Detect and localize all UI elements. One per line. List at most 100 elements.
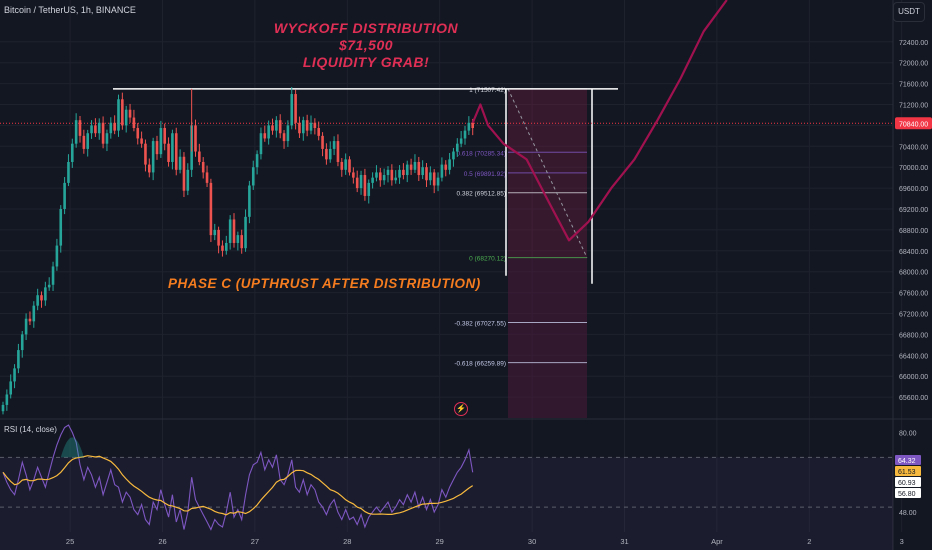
rsi-value-label: 60.93 bbox=[898, 480, 916, 487]
phase-annotation: PHASE C (UPTHRUST AFTER DISTRIBUTION) bbox=[168, 276, 481, 291]
candle-body bbox=[128, 109, 132, 118]
candle-body bbox=[340, 161, 344, 170]
candle-body bbox=[63, 182, 66, 209]
price-tick-label: 70000.00 bbox=[899, 165, 928, 172]
candle-body bbox=[90, 125, 93, 134]
candle-body bbox=[236, 235, 240, 243]
candle-body bbox=[267, 125, 270, 139]
candle-body bbox=[140, 138, 143, 144]
candle-body bbox=[355, 177, 359, 189]
price-tick-label: 70400.00 bbox=[899, 144, 928, 151]
rsi-value-label: 56.80 bbox=[898, 491, 916, 498]
candle-body bbox=[290, 94, 294, 126]
candle-body bbox=[198, 151, 201, 162]
rsi-value-badge bbox=[895, 466, 921, 476]
time-tick-label: 26 bbox=[158, 537, 166, 546]
candle-body bbox=[432, 172, 436, 186]
candle-body bbox=[359, 175, 363, 189]
bolt-icon[interactable]: ⚡ bbox=[454, 402, 468, 416]
fib-level-label: -0.618 (66259.89) bbox=[454, 361, 506, 368]
candle-body bbox=[101, 122, 105, 144]
candle-body bbox=[105, 133, 109, 144]
candle-body bbox=[244, 216, 247, 249]
candle-body bbox=[71, 143, 74, 162]
annotation-line: WYCKOFF DISTRIBUTION bbox=[273, 20, 459, 36]
price-tick-label: 68400.00 bbox=[899, 249, 928, 256]
rsi-value-label: 64.32 bbox=[898, 458, 916, 465]
price-tick-label: 65600.00 bbox=[899, 395, 928, 402]
candle-body bbox=[51, 266, 55, 285]
candle-body bbox=[67, 161, 70, 183]
candle-body bbox=[40, 295, 43, 301]
price-tick-label: 69200.00 bbox=[899, 207, 928, 214]
candle-body bbox=[325, 148, 328, 160]
candle-body bbox=[467, 122, 471, 131]
candle-body bbox=[352, 172, 355, 178]
currency-button[interactable]: USDT bbox=[893, 2, 925, 22]
rsi-value-badge bbox=[895, 455, 921, 465]
current-price-label: 70840.00 bbox=[899, 121, 928, 128]
fib-level-label: 0.382 (69512.85) bbox=[456, 191, 506, 198]
candle-body bbox=[109, 122, 113, 134]
candle-body bbox=[456, 143, 459, 152]
candle-body bbox=[282, 133, 286, 142]
candle-body bbox=[117, 99, 120, 131]
rsi-title: RSI (14, close) bbox=[4, 425, 57, 434]
candle-body bbox=[278, 120, 282, 134]
price-tick-label: 66800.00 bbox=[899, 332, 928, 339]
candle-body bbox=[459, 138, 463, 144]
candle-body bbox=[263, 133, 267, 139]
candle-body bbox=[429, 172, 432, 181]
fib-level-label: -0.382 (67027.55) bbox=[454, 321, 506, 328]
candle-body bbox=[371, 177, 374, 183]
candle-body bbox=[113, 122, 116, 131]
candle-body bbox=[363, 175, 367, 196]
price-tick-label: 68000.00 bbox=[899, 270, 928, 277]
candle-body bbox=[309, 122, 313, 131]
candle-body bbox=[78, 120, 82, 136]
candle-body bbox=[148, 164, 151, 173]
candle-body bbox=[305, 120, 309, 131]
rsi-value-badge bbox=[895, 488, 921, 498]
candle-body bbox=[36, 295, 39, 306]
price-tick-label: 72000.00 bbox=[899, 61, 928, 68]
candle-body bbox=[74, 120, 78, 144]
candle-body bbox=[367, 182, 371, 196]
candle-body bbox=[151, 141, 155, 173]
price-tick-label: 67600.00 bbox=[899, 291, 928, 298]
candle-body bbox=[124, 109, 128, 126]
candle-body bbox=[1, 404, 5, 412]
candle-body bbox=[421, 167, 424, 176]
fib-trend-line bbox=[507, 88, 588, 258]
price-tick-label: 69600.00 bbox=[899, 186, 928, 193]
candle-body bbox=[94, 125, 97, 134]
candle-body bbox=[205, 172, 209, 183]
candle-body bbox=[275, 120, 278, 131]
candle-body bbox=[375, 172, 378, 178]
rsi-band-zone bbox=[0, 457, 893, 550]
rsi-ma-line bbox=[2, 455, 474, 516]
candle-body bbox=[232, 219, 236, 243]
fib-level-label: 0.618 (70285.34) bbox=[456, 150, 506, 157]
candle-body bbox=[59, 209, 63, 246]
candle-body bbox=[402, 169, 405, 176]
candle-body bbox=[97, 122, 101, 134]
rsi-overbought-fill bbox=[60, 437, 84, 458]
candle-body bbox=[55, 245, 59, 267]
candle-body bbox=[386, 169, 390, 176]
candle-body bbox=[302, 120, 305, 134]
candle-body bbox=[144, 143, 147, 165]
candle-body bbox=[251, 167, 255, 186]
candle-body bbox=[382, 175, 386, 181]
candle-body bbox=[409, 164, 413, 170]
price-tick-label: 71200.00 bbox=[899, 103, 928, 110]
candle-body bbox=[286, 125, 290, 142]
candle-body bbox=[394, 177, 397, 181]
fib-level-label: 0.5 (69891.92) bbox=[464, 171, 506, 178]
annotation-line: $71,500 bbox=[338, 37, 394, 53]
candle-body bbox=[240, 235, 243, 249]
price-tick-label: 71600.00 bbox=[899, 82, 928, 89]
rsi-tick-label: 48.00 bbox=[899, 510, 917, 517]
candle-body bbox=[436, 177, 440, 186]
